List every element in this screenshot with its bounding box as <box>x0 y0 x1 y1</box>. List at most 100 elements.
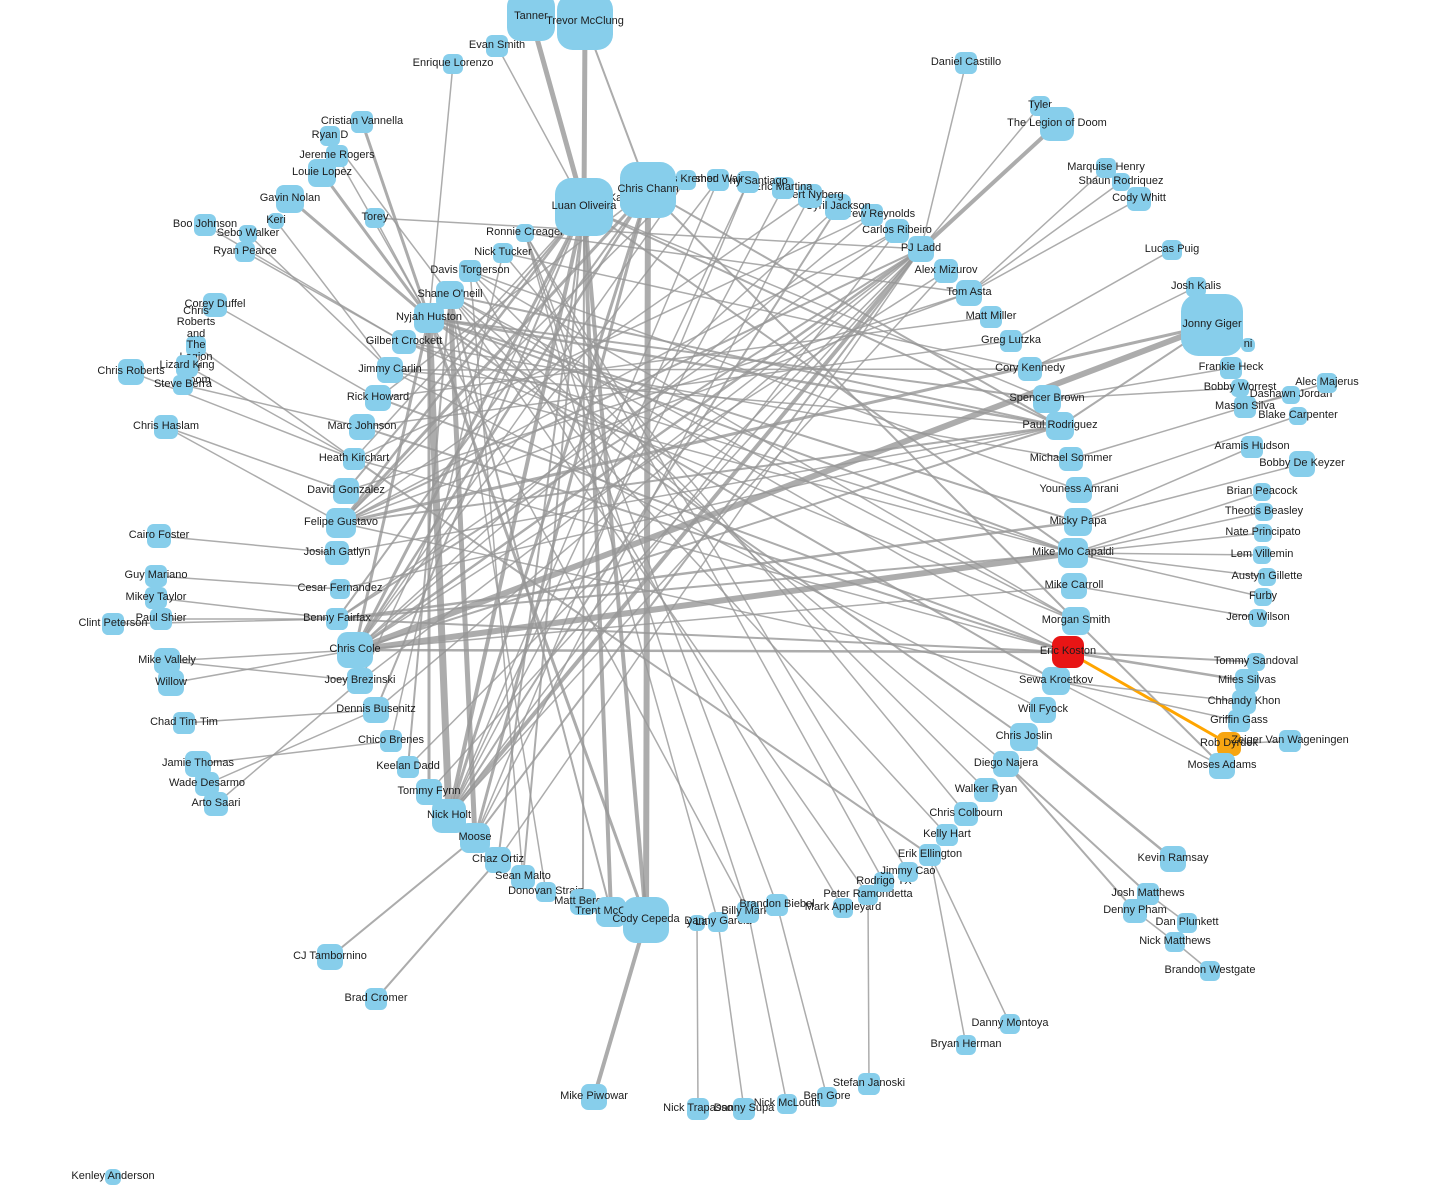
graph-node-furby[interactable]: Furby <box>1249 588 1277 606</box>
graph-node-yla[interactable]: y La <box>687 915 707 931</box>
graph-node-alec[interactable]: Alec Majerus <box>1295 373 1359 393</box>
graph-node-ishod[interactable]: Ishod Wair <box>692 169 744 191</box>
graph-node-evan[interactable]: Evan Smith <box>469 35 525 57</box>
graph-node-msommer[interactable]: Michael Sommer <box>1030 447 1112 471</box>
graph-node-zeiger[interactable]: Zeiger Van Wageningen <box>1231 730 1349 752</box>
graph-node-denny[interactable]: Denny Pham <box>1103 899 1167 923</box>
graph-node-giger[interactable]: Jonny Giger <box>1181 294 1243 356</box>
graph-node-dannyg[interactable]: Danny Garcia <box>684 912 752 932</box>
graph-node-bobbyw[interactable]: Bobby Worrest <box>1204 379 1276 397</box>
graph-node-greg[interactable]: Greg Lutzka <box>981 330 1041 352</box>
graph-node-austyn[interactable]: Austyn Gillette <box>1232 568 1302 586</box>
graph-node-pauls[interactable]: Paul Shier <box>136 608 186 630</box>
graph-node-morgan[interactable]: Morgan Smith <box>1042 607 1110 635</box>
graph-node-chico[interactable]: Chico Brenes <box>358 730 424 752</box>
graph-node-aramis[interactable]: Aramis Hudson <box>1214 436 1290 458</box>
graph-node-ni[interactable]: ni <box>1241 338 1255 352</box>
graph-node-bryanh[interactable]: Bryan Herman <box>931 1035 1001 1055</box>
graph-node-griffin[interactable]: Griffin Gass <box>1210 710 1268 732</box>
graph-node-prod[interactable]: Paul Rodriguez <box>1022 412 1098 440</box>
graph-node-dashawn[interactable]: Dashawn Jordan <box>1250 386 1332 404</box>
graph-node-chrisroberts[interactable]: Chris Roberts <box>97 359 165 385</box>
graph-node-steve[interactable]: Steve Berra <box>154 375 212 395</box>
graph-node-legion[interactable]: The Legion of Doom <box>1007 107 1107 141</box>
graph-node-cristian[interactable]: Cristian Vannella <box>321 111 403 133</box>
graph-node-brianp[interactable]: Brian Peacock <box>1227 483 1297 501</box>
graph-node-manny[interactable]: Manny Santiago <box>708 171 788 193</box>
graph-node-chann[interactable]: Chris Chann <box>617 162 679 218</box>
graph-node-mikeyt[interactable]: Mikey Taylor <box>126 587 186 609</box>
graph-node-cesar[interactable]: Cesar Fernandez <box>298 579 383 599</box>
graph-node-willow[interactable]: Willow <box>155 670 187 696</box>
graph-node-nyjah[interactable]: Nyjah Huston <box>396 303 462 333</box>
graph-node-bobbyd[interactable]: Bobby De Keyzer <box>1259 451 1345 477</box>
graph-node-clint[interactable]: Clint Peterson <box>78 613 148 635</box>
graph-node-codyw[interactable]: Cody Whitt <box>1112 187 1166 211</box>
graph-node-moose[interactable]: Moose <box>458 823 492 853</box>
graph-node-carlos[interactable]: Carlos Ribeiro <box>862 219 932 243</box>
graph-node-guym[interactable]: Guy Mariano <box>125 565 188 587</box>
graph-node-davis[interactable]: Davis Torgerson <box>430 260 510 282</box>
graph-node-micky[interactable]: Micky Papa <box>1050 508 1106 536</box>
graph-node-nicktucker[interactable]: Nick Tucker <box>474 243 532 263</box>
graph-node-pjladd[interactable]: PJ Ladd <box>901 236 941 262</box>
graph-node-josiah[interactable]: Josiah Gatlyn <box>304 541 370 565</box>
graph-node-willf[interactable]: Will Fyock <box>1018 697 1068 723</box>
graph-node-reynolds[interactable]: Andrew Reynolds <box>829 204 915 226</box>
graph-node-ryand[interactable]: Ryan D <box>312 126 348 146</box>
graph-node-jimmycao[interactable]: Jimmy Cao <box>881 862 936 882</box>
graph-node-frankie[interactable]: Frankie Heck <box>1199 357 1263 379</box>
graph-node-moses[interactable]: Moses Adams <box>1187 753 1257 779</box>
graph-node-ryanp[interactable]: Ryan Pearce <box>213 242 277 262</box>
graph-node-torey[interactable]: Torey <box>362 208 388 228</box>
graph-node-tanner[interactable]: Tanner <box>507 0 555 41</box>
graph-node-gilbert[interactable]: Gilbert Crockett <box>366 330 442 354</box>
graph-node-enrique[interactable]: Enrique Lorenzo <box>413 54 493 74</box>
graph-node-louie[interactable]: Louie Lopez <box>292 159 352 187</box>
graph-node-arto[interactable]: Arto Saari <box>192 792 240 816</box>
graph-node-cole[interactable]: Chris Cole <box>329 632 381 668</box>
graph-node-nicktrap[interactable]: Nick Trapasso <box>663 1098 733 1120</box>
graph-node-theotis[interactable]: Theotis Beasley <box>1225 503 1303 521</box>
graph-node-keri[interactable]: Keri <box>266 213 286 229</box>
graph-node-beng[interactable]: Ben Gore <box>803 1087 851 1107</box>
graph-node-davidg[interactable]: David Gonzalez <box>307 478 385 504</box>
graph-node-danp[interactable]: Dan Plunkett <box>1156 913 1219 933</box>
graph-node-koston[interactable]: Eric Koston <box>1040 636 1096 668</box>
graph-node-boo[interactable]: Boo Johnson <box>173 214 237 236</box>
graph-node-ericmart[interactable]: Eric Martina <box>754 177 812 199</box>
graph-node-erike[interactable]: Erik Ellington <box>898 844 962 866</box>
graph-node-joeyb[interactable]: Joey Brezinski <box>325 668 395 694</box>
graph-node-wes[interactable]: Wes Kremer <box>656 170 716 190</box>
graph-node-jeron[interactable]: Jeron Wilson <box>1226 609 1290 627</box>
graph-node-lucas[interactable]: Lucas Puig <box>1145 240 1199 260</box>
graph-node-albert[interactable]: Albert Nyberg <box>776 184 844 208</box>
graph-node-tomasta[interactable]: Tom Asta <box>946 280 992 306</box>
graph-node-felipe[interactable]: Felipe Gustavo <box>304 508 378 538</box>
graph-node-mikemo[interactable]: Mike Mo Capaldi <box>1032 538 1114 568</box>
graph-node-crltd[interactable]: Chris Roberts and The Legion of Doom <box>177 305 216 386</box>
graph-node-joslin[interactable]: Chris Joslin <box>996 723 1052 751</box>
graph-node-kenley[interactable]: Kenley Anderson <box>71 1169 155 1185</box>
graph-node-diego[interactable]: Diego Najera <box>974 751 1038 777</box>
graph-node-lem[interactable]: Lem Villemin <box>1231 546 1293 564</box>
graph-node-youness[interactable]: Youness Amrani <box>1039 477 1119 503</box>
graph-node-heath[interactable]: Heath Kirchart <box>319 448 389 470</box>
graph-node-haslam[interactable]: Chris Haslam <box>133 415 199 439</box>
graph-node-mikep[interactable]: Mike Piwowar <box>560 1084 628 1110</box>
graph-node-chaz[interactable]: Chaz Ortiz <box>472 847 524 873</box>
graph-node-luan[interactable]: Luan Oliveira <box>552 178 616 236</box>
graph-node-dennis[interactable]: Dennis Busenitz <box>336 697 416 723</box>
graph-node-brandonw[interactable]: Brandon Westgate <box>1165 961 1255 981</box>
graph-node-mattb[interactable]: Matt Berger <box>554 889 612 915</box>
graph-node-stefan[interactable]: Stefan Janoski <box>833 1073 905 1095</box>
graph-node-cj[interactable]: CJ Tambornino <box>293 944 367 970</box>
graph-node-shaunr[interactable]: Shaun Rodriquez <box>1079 173 1164 191</box>
graph-node-kellyh[interactable]: Kelly Hart <box>923 824 971 846</box>
graph-node-codyc[interactable]: Cody Cepeda <box>612 897 680 943</box>
graph-node-walker[interactable]: Walker Ryan <box>955 778 1017 802</box>
graph-node-danielc[interactable]: Daniel Castillo <box>931 52 1001 74</box>
graph-node-trent[interactable]: Trent McClung <box>575 897 647 927</box>
graph-node-nickm[interactable]: Nick Matthews <box>1139 932 1211 952</box>
graph-node-lizard[interactable]: Lizard King <box>159 355 215 377</box>
